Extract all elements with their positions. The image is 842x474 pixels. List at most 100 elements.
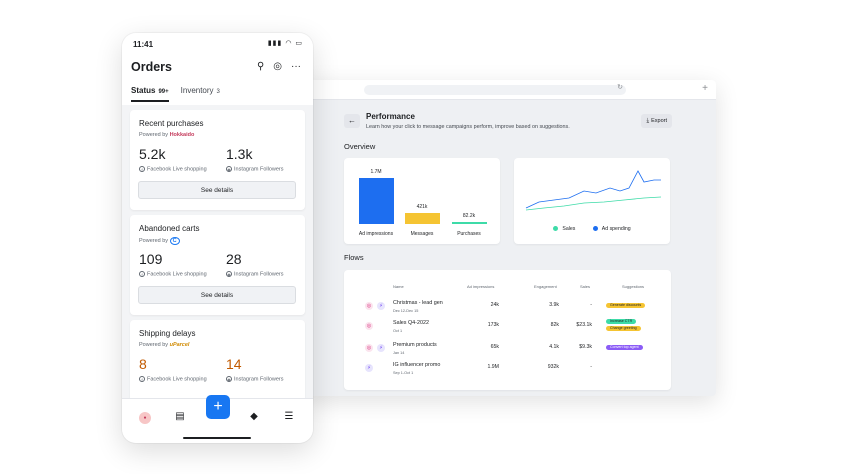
browser-toolbar: ↻ + (300, 80, 716, 100)
flow-date: Jan 14 (393, 351, 405, 355)
metric-label: f Facebook Live shopping (139, 376, 207, 382)
line-chart-svg (525, 170, 662, 211)
page-title: Performance (366, 112, 415, 121)
flow-date: Sep 1-Oct 1 (393, 371, 414, 375)
metric-value: 5.2k (139, 146, 166, 162)
bar-messages (405, 213, 440, 224)
app-header: 11:41 ▮▮▮ ◠ ▭ Orders ⚲ ◎ ··· Status 99+ Inve… (122, 33, 313, 105)
home-indicator (183, 436, 251, 439)
cell-sales: $23.1k (576, 322, 592, 328)
metric-label: ◉ Instagram Followers (226, 166, 284, 173)
metric-value: 109 (139, 251, 163, 267)
chat-icon[interactable]: ◎ (273, 61, 282, 72)
nav-home-logo-icon[interactable]: ● (137, 409, 153, 425)
nav-menu-icon[interactable]: ☰ (284, 411, 294, 422)
metric-value: 8 (139, 356, 147, 372)
table-row[interactable]: ◎ ⚡ Christmas - lead gen Dec 12-Dec 15 24k 3.… (344, 298, 671, 318)
series-line-sales (525, 196, 662, 211)
column-header-engagement: Engagement (534, 284, 557, 289)
series-line-ad-spending (525, 170, 661, 209)
more-icon[interactable]: ··· (291, 61, 301, 72)
suggestion-badge[interactable]: Convert top agent (606, 345, 643, 350)
card-title: Abandoned carts (139, 224, 200, 233)
facebook-icon: f (139, 271, 145, 277)
header-actions: ⚲ ◎ ··· (248, 61, 301, 72)
chart-legend: Sales Ad spending (514, 226, 670, 232)
table-row[interactable]: ◎ ⚡ Premium products Jan 14 65k 4.1k $9.3k Conv… (344, 340, 671, 360)
page-title: Orders (131, 60, 172, 74)
overview-bar-chart: 1.7M Ad impressions 421k Messages 82.2k Purch… (344, 158, 500, 244)
page-subtitle: Learn how your click to message campaign… (366, 124, 570, 130)
search-icon[interactable]: ⚲ (256, 61, 265, 72)
table-row[interactable]: ⚡ IG influencer promo Sep 1-Oct 1 1.9M 932k - (344, 360, 671, 380)
url-bar[interactable]: ↻ (364, 84, 626, 95)
card-title: Shipping delays (139, 329, 196, 338)
card-abandoned-carts: Abandoned carts Powered by C 109 28 f Fac… (130, 215, 305, 315)
flow-date: Dec 12-Dec 15 (393, 309, 419, 313)
facebook-icon: f (139, 376, 145, 382)
suggestion-badge[interactable]: Generate discounts (606, 303, 646, 308)
metric-value: 28 (226, 251, 242, 267)
back-arrow-icon[interactable]: ← (344, 114, 360, 128)
browser-window: ↻ + ← Performance Learn how your click t… (300, 80, 716, 396)
metric-label: ◉ Instagram Followers (226, 271, 284, 278)
metric-label: f Facebook Live shopping (139, 271, 207, 277)
tab-inventory[interactable]: Inventory 3 (180, 86, 220, 95)
bar-category-label: Purchases (457, 231, 481, 237)
metric-value: 1.3k (226, 146, 253, 162)
reload-icon[interactable]: ↻ (617, 84, 623, 91)
new-tab-icon[interactable]: + (702, 83, 708, 94)
flows-heading: Flows (344, 253, 364, 262)
nav-storefront-icon[interactable]: ▤ (175, 411, 185, 422)
facebook-icon: f (139, 166, 145, 172)
cell-sales: - (590, 302, 592, 308)
table-row[interactable]: ◎ Sales Q4-2022 Oct 1 173k 82k $23.1k Increase… (344, 318, 671, 338)
powered-by: Powered by uParcel (139, 342, 190, 348)
legend-item-ad-spending: Ad spending (592, 226, 631, 232)
flows-table: Name Ad impressions Engagement Sales Sug… (344, 270, 671, 390)
cell-engagement: 4.1k (549, 344, 559, 350)
download-icon: ⤓ (646, 118, 650, 124)
tab-status[interactable]: Status 99+ (131, 86, 169, 102)
messenger-icon: ⚡ (365, 364, 373, 372)
export-button[interactable]: ⤓ Export (641, 114, 672, 128)
card-title: Recent purchases (139, 119, 204, 128)
cell-sales: - (590, 364, 592, 370)
cell-impressions: 65k (490, 344, 499, 350)
suggestion-badge[interactable]: Change greeting (606, 326, 641, 331)
metric-value: 14 (226, 356, 242, 372)
bottom-nav: ● ▤ + ◆ ☰ (122, 395, 313, 443)
instagram-icon: ◉ (226, 271, 232, 277)
status-icons: ▮▮▮ ◠ ▭ (267, 40, 303, 47)
flow-name: Sales Q4-2022 (393, 320, 429, 326)
phone-app: 11:41 ▮▮▮ ◠ ▭ Orders ⚲ ◎ ··· Status 99+ Inve… (122, 33, 313, 443)
bar-data-label: 1.7M (370, 169, 382, 175)
bar-category-label: Messages (410, 231, 434, 237)
instagram-icon: ◎ (365, 302, 373, 310)
suggestion-badge[interactable]: Increase CTR (606, 319, 637, 324)
instagram-icon: ◉ (226, 376, 232, 382)
partner-logo: uParcel (169, 342, 190, 348)
partner-logo: Hokkaido (169, 132, 195, 138)
instagram-icon: ◎ (365, 322, 373, 330)
cell-engagement: 3.9k (549, 302, 559, 308)
instagram-icon: ◎ (365, 344, 373, 352)
flow-name: Christmas - lead gen (393, 300, 443, 306)
cell-engagement: 932k (547, 364, 559, 370)
cell-engagement: 82k (550, 322, 559, 328)
column-header-sales: Sales (580, 284, 591, 289)
metric-label: f Facebook Live shopping (139, 166, 207, 172)
performance-header: ← Performance Learn how your click to me… (344, 112, 672, 136)
see-details-button[interactable]: See details (138, 286, 296, 304)
messenger-icon: ⚡ (377, 302, 385, 310)
tab-bar: Status 99+ Inventory 3 (131, 86, 232, 102)
add-button[interactable]: + (206, 395, 230, 419)
column-header-impressions: Ad impressions (467, 284, 495, 289)
card-recent-purchases: Recent purchases Powered by Hokkaido 5.2… (130, 110, 305, 210)
cell-sales: $9.3k (579, 344, 592, 350)
nav-package-icon[interactable]: ◆ (250, 411, 258, 422)
status-time: 11:41 (133, 40, 154, 49)
see-details-button[interactable]: See details (138, 181, 296, 199)
cell-impressions: 1.9M (487, 364, 499, 370)
cell-impressions: 24k (490, 302, 499, 308)
